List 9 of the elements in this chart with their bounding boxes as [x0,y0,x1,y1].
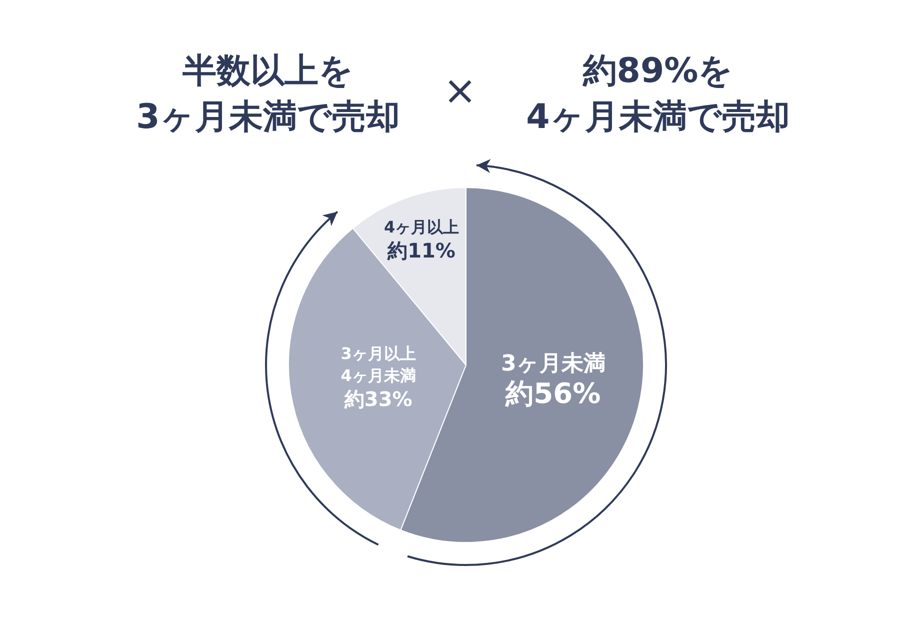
text: × [442,68,478,114]
slice-label: 3ヶ月未満 [501,351,606,376]
data-label: 約56% [504,376,601,410]
chart-subtitle: 約89%を 4ヶ月未満で売却 [525,50,791,139]
chart-title: 半数以上を 3ヶ月未満で売却 [136,51,400,137]
slice-label: 3ヶ月以上 4ヶ月未満 [340,344,416,386]
data-label: 約11% [386,238,456,263]
slice-label: 4ヶ月以上 [384,218,460,237]
data-label: 約33% [343,387,412,412]
